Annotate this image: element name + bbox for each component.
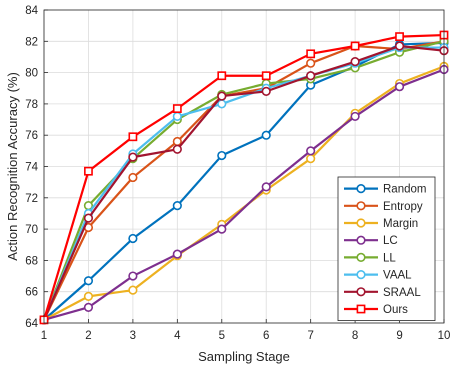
legend-marker (356, 287, 366, 297)
data-point (172, 104, 182, 113)
y-tick-label: 80 (25, 68, 38, 80)
y-axis-label: Action Recognition Accuracy (%) (5, 72, 20, 261)
legend-label: SRAAL (383, 287, 421, 299)
x-tick-label: 8 (352, 330, 358, 342)
data-point (217, 150, 227, 161)
legend-label: Margin (383, 218, 418, 230)
data-point (306, 154, 316, 164)
data-point (83, 276, 94, 286)
legend-label: VAAL (383, 270, 412, 282)
legend-item: VAAL (344, 270, 412, 282)
data-point (217, 99, 227, 109)
legend-item: Margin (344, 218, 418, 230)
data-point (217, 224, 227, 234)
y-tick-label: 66 (25, 287, 38, 299)
series-sraal (39, 41, 449, 325)
legend-label: Entropy (383, 201, 423, 213)
data-point (128, 172, 138, 183)
x-tick-label: 6 (263, 330, 269, 342)
data-point (261, 86, 271, 96)
data-point (172, 136, 182, 147)
legend-marker (356, 235, 366, 245)
y-tick-label: 72 (25, 193, 38, 205)
plot-frame (43, 9, 445, 324)
y-tick-label: 64 (25, 318, 38, 330)
legend-item: SRAAL (344, 287, 421, 299)
data-point (350, 111, 360, 122)
data-point (261, 71, 271, 81)
data-point (172, 201, 182, 211)
series-line (43, 68, 445, 321)
data-point (128, 285, 138, 295)
data-point (306, 71, 316, 81)
legend-label: Ours (383, 304, 408, 316)
legend-marker (356, 218, 366, 228)
x-tick-label: 2 (85, 330, 91, 342)
data-point (83, 213, 94, 223)
x-tick-label: 4 (174, 330, 181, 342)
x-tick-label: 7 (307, 330, 313, 342)
x-tick-labels: 1 2 3 4 5 6 7 8 9 10 (41, 330, 451, 342)
y-tick-label: 74 (25, 162, 38, 174)
data-point (83, 291, 94, 301)
data-point (350, 41, 360, 51)
legend-label: LC (383, 235, 398, 247)
legend-label: Random (383, 184, 426, 196)
x-axis-label: Sampling Stage (198, 349, 290, 364)
data-point (395, 32, 404, 42)
series-line (42, 44, 445, 321)
y-tick-label: 82 (25, 36, 38, 48)
x-tick-label: 9 (396, 330, 402, 342)
data-point (128, 132, 138, 142)
data-point (217, 71, 227, 81)
legend-marker (356, 304, 366, 314)
data-point (261, 182, 271, 192)
legend-marker (356, 270, 366, 280)
x-tick-label: 10 (438, 330, 451, 342)
y-tick-label: 70 (25, 224, 38, 236)
series-line (42, 46, 444, 321)
data-point (128, 271, 138, 281)
data-point (306, 146, 316, 156)
legend-marker (356, 252, 366, 262)
legend-item: LC (344, 235, 398, 247)
legend-item: Entropy (344, 201, 423, 213)
data-point (84, 166, 93, 176)
data-point (306, 49, 316, 59)
legend-item: Random (344, 184, 426, 196)
x-tick-label: 5 (219, 330, 225, 342)
data-point (394, 41, 405, 51)
series-line (43, 40, 445, 321)
data-point (306, 58, 316, 68)
data-point (394, 82, 405, 92)
legend-item: LL (344, 252, 396, 264)
y-tick-label: 84 (25, 5, 38, 17)
data-point (128, 233, 138, 244)
data-point (261, 130, 271, 140)
legend-item: Ours (344, 304, 408, 316)
y-tick-labels: 64 66 68 70 72 74 76 78 80 82 84 (25, 5, 38, 330)
data-point (128, 152, 138, 162)
legend-marker (356, 201, 366, 211)
series-line (42, 33, 445, 321)
y-tick-label: 76 (25, 130, 38, 142)
x-tick-label: 1 (41, 330, 47, 342)
y-tick-label: 78 (25, 99, 38, 111)
x-tick-label: 3 (130, 330, 136, 342)
legend-box (337, 176, 436, 322)
data-point (350, 57, 360, 67)
legend-label: LL (383, 252, 396, 264)
data-point (217, 91, 227, 101)
data-point (172, 249, 182, 259)
data-point (172, 111, 182, 122)
data-point (172, 144, 182, 154)
data-point (83, 302, 94, 312)
series-ours (39, 30, 449, 325)
y-tick-label: 68 (25, 255, 38, 267)
legend: Random Entropy Margin LC LL VAAL SRAAL Ours (337, 176, 436, 322)
legend-marker (356, 184, 366, 194)
